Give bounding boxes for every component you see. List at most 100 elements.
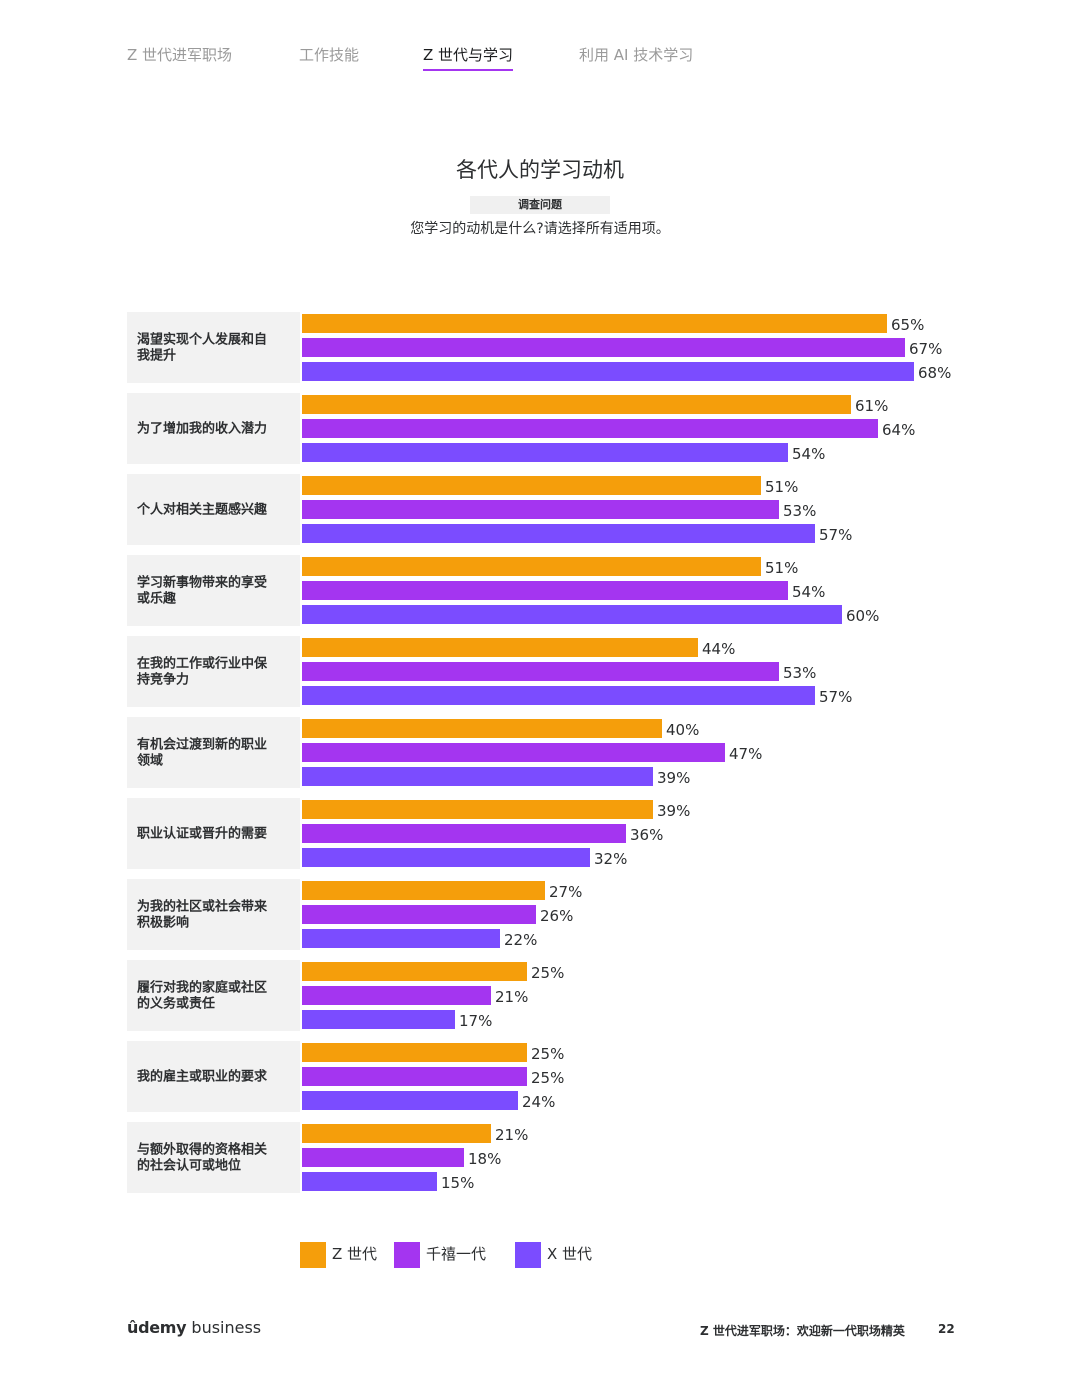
legend-label-gen-x: X 世代 [547, 1245, 593, 1263]
bar-value-label: 44% [702, 640, 735, 658]
bar [302, 1010, 455, 1029]
bar [302, 962, 527, 981]
bar [302, 1091, 518, 1110]
category-label: 在我的工作或行业中保持竞争力 [137, 656, 268, 688]
legend-label-millennials: 千禧一代 [426, 1245, 487, 1263]
category-label-bg [127, 879, 300, 950]
bar-value-label: 27% [549, 883, 582, 901]
section-nav: Z 世代进军职场 工作技能 Z 世代与学习 利用 AI 技术学习 [127, 44, 827, 74]
bar [302, 476, 761, 495]
bar-value-label: 53% [783, 502, 816, 520]
category-label: 学习新事物带来的享受或乐趣 [137, 575, 267, 607]
category-label-bg [127, 393, 300, 464]
bar-value-label: 24% [522, 1093, 555, 1111]
bar-value-label: 54% [792, 445, 825, 463]
category-label: 与额外取得的资格相关的社会认可或地位 [137, 1142, 267, 1174]
legend-swatch-gen-x [515, 1242, 541, 1268]
category-label: 为我的社区或社会带来积极影响 [137, 899, 268, 931]
bar [302, 500, 779, 519]
bar-value-label: 18% [468, 1150, 501, 1168]
bar [302, 1124, 491, 1143]
category-label-bg [127, 1041, 300, 1112]
tab-work-skills[interactable]: 工作技能 [299, 46, 360, 64]
category-label: 我的雇主或职业的要求 [137, 1069, 268, 1085]
bar [302, 395, 851, 414]
chart-title: 各代人的学习动机 [456, 158, 624, 182]
bar [302, 1148, 464, 1167]
bar-value-label: 32% [594, 850, 627, 868]
bar [302, 719, 662, 738]
bar-value-label: 51% [765, 559, 798, 577]
bar-value-label: 22% [504, 931, 537, 949]
bar [302, 338, 905, 357]
category-label-bg [127, 474, 300, 545]
bar [302, 743, 725, 762]
bar [302, 1067, 527, 1086]
bar-value-label: 25% [531, 1069, 564, 1087]
bar [302, 800, 653, 819]
legend-label-gen-z: Z 世代 [332, 1245, 378, 1263]
bar [302, 881, 545, 900]
bar-value-label: 57% [819, 688, 852, 706]
bar-value-label: 25% [531, 964, 564, 982]
survey-question: 您学习的动机是什么?请选择所有适用项。 [410, 221, 670, 237]
bar-value-label: 54% [792, 583, 825, 601]
category-label: 职业认证或晋升的需要 [137, 826, 267, 842]
bar-value-label: 47% [729, 745, 762, 763]
bar [302, 905, 536, 924]
category-label: 个人对相关主题感兴趣 [136, 502, 268, 518]
bar-value-label: 61% [855, 397, 888, 415]
bar-value-label: 39% [657, 802, 690, 820]
category-label-bg [127, 1122, 300, 1193]
bar [302, 314, 887, 333]
bar-value-label: 65% [891, 316, 924, 334]
category-label: 为了增加我的收入潜力 [137, 421, 267, 437]
report-title: Z 世代进军职场：欢迎新一代职场精英 [700, 1324, 905, 1338]
bar-value-label: 51% [765, 478, 798, 496]
question-tag: 调查问题 [470, 196, 610, 214]
bar-value-label: 60% [846, 607, 879, 625]
bar-value-label: 64% [882, 421, 915, 439]
logo-wordmark: ûdemy [127, 1318, 187, 1337]
category-label-bg [127, 312, 300, 383]
tab-gen-z-workplace[interactable]: Z 世代进军职场 [127, 46, 233, 64]
bar-value-label: 68% [918, 364, 951, 382]
category-label-bg [127, 798, 300, 869]
tab-ai-learning[interactable]: 利用 AI 技术学习 [579, 46, 694, 64]
legend-swatch-millennials [394, 1242, 420, 1268]
bar [302, 362, 914, 381]
bar [302, 1172, 437, 1191]
bar [302, 443, 788, 462]
bar-value-label: 25% [531, 1045, 564, 1063]
bar-value-label: 26% [540, 907, 573, 925]
bar-value-label: 15% [441, 1174, 474, 1192]
bar-value-label: 39% [657, 769, 690, 787]
bar [302, 824, 626, 843]
bar-value-label: 21% [495, 988, 528, 1006]
bar-value-label: 57% [819, 526, 852, 544]
bar-value-label: 40% [666, 721, 699, 739]
bar [302, 848, 590, 867]
bar [302, 1043, 527, 1062]
category-label: 有机会过渡到新的职业领域 [137, 737, 267, 769]
bar-value-label: 67% [909, 340, 942, 358]
bar [302, 581, 788, 600]
category-label-bg [127, 717, 300, 788]
page-number: 22 [938, 1322, 955, 1336]
category-label-bg [127, 636, 300, 707]
bar [302, 686, 815, 705]
bar [302, 524, 815, 543]
tab-gen-z-learning[interactable]: Z 世代与学习 [423, 44, 514, 71]
logo-subtext: business [191, 1318, 262, 1337]
bar [302, 638, 698, 657]
motivation-bar-chart: 渴望实现个人发展和自我提升 65% 67% 68% 为了增加我的收入潜力 61% 64% 54… [127, 312, 951, 1193]
bar [302, 662, 779, 681]
category-label: 履行对我的家庭或社区的义务或责任 [137, 980, 267, 1012]
bar [302, 605, 842, 624]
category-label-bg [127, 960, 300, 1031]
bar [302, 419, 878, 438]
bar [302, 986, 491, 1005]
category-label: 渴望实现个人发展和自我提升 [137, 332, 267, 364]
udemy-business-logo: ûdemy business [127, 1318, 261, 1337]
bar [302, 557, 761, 576]
